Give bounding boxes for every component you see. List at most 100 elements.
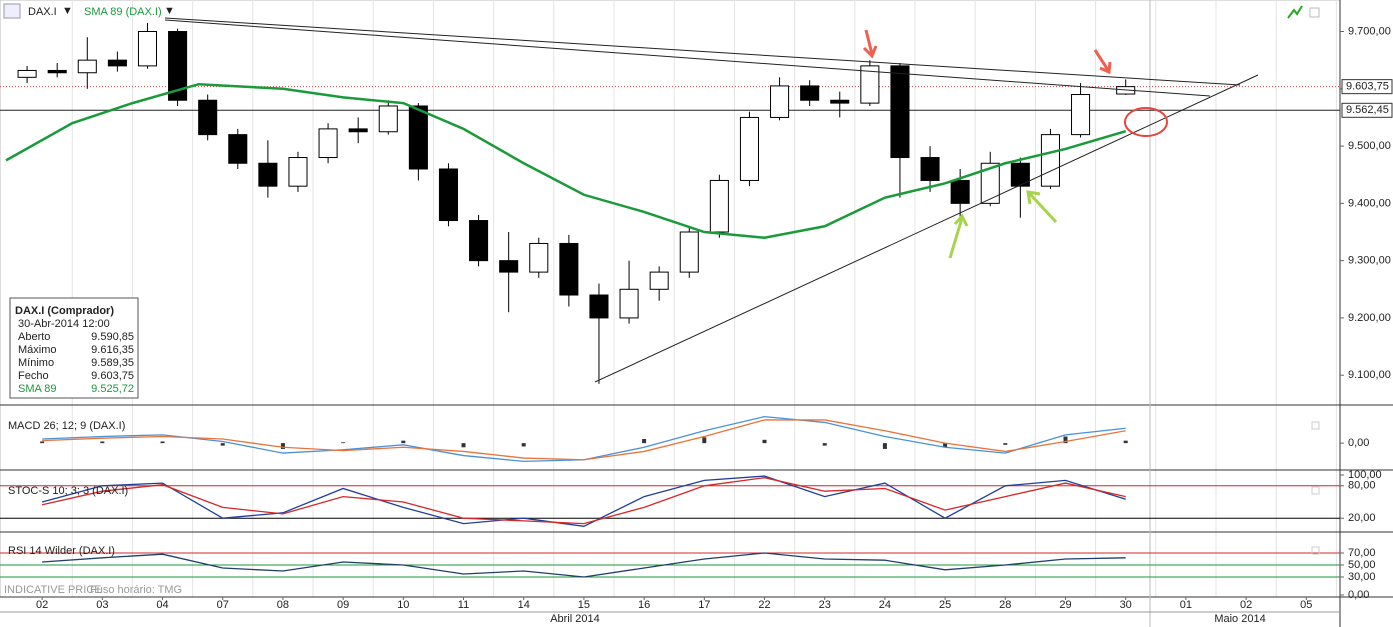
histogram-bar xyxy=(341,442,346,444)
y-tick-label: 0,00 xyxy=(1348,437,1369,449)
y-tick-label: 30,00 xyxy=(1348,571,1376,583)
candle-body xyxy=(47,69,67,74)
histogram-bar xyxy=(702,437,707,444)
window-button[interactable] xyxy=(1311,421,1320,430)
x-tick-label: 08 xyxy=(277,599,289,611)
y-tick-label: 70,00 xyxy=(1348,547,1376,559)
x-tick-label: 04 xyxy=(156,599,168,611)
histogram-bar xyxy=(100,441,105,444)
candle-body xyxy=(258,162,278,187)
dropdown-caret: ▼ xyxy=(164,5,175,17)
histogram-bar xyxy=(521,443,526,447)
x-tick-label: 16 xyxy=(638,599,650,611)
candle-body xyxy=(228,134,248,164)
candle-body xyxy=(619,288,639,319)
candle-body xyxy=(17,69,37,78)
y-tick-label: 0,00 xyxy=(1348,589,1369,601)
histogram-bar xyxy=(461,443,466,448)
y-tick-label: 9.700,00 xyxy=(1348,25,1391,37)
x-tick-label: 24 xyxy=(879,599,891,611)
circle-mark xyxy=(1124,107,1168,137)
y-tick-label: 100,00 xyxy=(1348,469,1382,481)
indicator-line xyxy=(42,552,1126,578)
x-tick-label: 15 xyxy=(578,599,590,611)
y-tick-label: 80,00 xyxy=(1348,480,1376,492)
indicator-line xyxy=(42,419,1126,461)
trend-line xyxy=(164,17,1241,86)
y-tick-label: 9.400,00 xyxy=(1348,197,1391,209)
x-tick-label: 01 xyxy=(1180,599,1192,611)
window-button[interactable] xyxy=(1309,7,1320,18)
candle-body xyxy=(1010,162,1030,187)
candle-body xyxy=(770,85,790,118)
x-tick-label: 02 xyxy=(1240,599,1252,611)
price-label-box xyxy=(1341,102,1393,118)
histogram-bar xyxy=(762,439,767,444)
indicator-line xyxy=(41,477,1126,525)
info-value: 9.589,35 xyxy=(91,357,134,369)
candle-body xyxy=(198,99,218,136)
candle-body xyxy=(288,157,308,187)
arrow xyxy=(1093,49,1112,75)
histogram-bar xyxy=(943,443,948,448)
x-tick-label: 23 xyxy=(819,599,831,611)
arrow xyxy=(948,213,969,259)
histogram-bar xyxy=(882,443,887,449)
x-tick-label: 22 xyxy=(758,599,770,611)
icon xyxy=(3,3,21,19)
x-tick-label: 09 xyxy=(337,599,349,611)
candle-body xyxy=(589,294,609,319)
price-label-box xyxy=(1341,79,1393,95)
candle-body xyxy=(920,157,940,181)
sma-title: SMA 89 (DAX.I) xyxy=(84,6,162,18)
y-tick-label: 9.100,00 xyxy=(1348,369,1391,381)
candle-body xyxy=(378,105,398,133)
y-tick-label: 20,00 xyxy=(1348,512,1376,524)
histogram-bar xyxy=(1123,440,1128,444)
candle-body xyxy=(830,99,850,104)
main-title: DAX.I xyxy=(28,6,57,18)
candle-body xyxy=(469,220,489,262)
trend-line xyxy=(164,19,1211,97)
dropdown-caret: ▼ xyxy=(62,5,73,17)
info-frame xyxy=(9,297,139,399)
annotations xyxy=(862,29,1168,259)
x-tick-label: 07 xyxy=(217,599,229,611)
x-tick-label: 17 xyxy=(698,599,710,611)
x-tick-label: 25 xyxy=(939,599,951,611)
info-value: 9.616,35 xyxy=(91,344,134,356)
x-tick-label: 11 xyxy=(458,599,469,611)
panel-title: STOC-S 10; 3; 3 (DAX.I) xyxy=(8,485,128,497)
candle-body xyxy=(739,116,759,181)
candle-body xyxy=(1071,94,1091,136)
candle-body xyxy=(950,179,970,204)
candle-body xyxy=(980,162,1000,204)
arrow xyxy=(1026,190,1058,224)
footer-text: INDICATIVE PRICE xyxy=(4,584,102,596)
toolbar-icon[interactable] xyxy=(1287,5,1303,19)
info-value: 9.603,75 xyxy=(91,370,134,382)
candle-body xyxy=(649,271,669,290)
y-tick-label: 50,00 xyxy=(1348,559,1376,571)
window-button[interactable] xyxy=(1311,546,1320,555)
info-value: 9.590,85 xyxy=(91,331,134,343)
candle-body xyxy=(860,65,880,104)
info-label: SMA 89 xyxy=(18,383,57,395)
footer-text: Fuso horário: TMG xyxy=(90,584,182,596)
histogram-bar xyxy=(40,441,45,444)
month-label: Maio 2014 xyxy=(1214,613,1265,625)
sma-line xyxy=(5,82,1127,239)
candle-body xyxy=(408,105,428,170)
info-date: 30-Abr-2014 12:00 xyxy=(18,318,110,330)
info-box: DAX.I (Comprador) 30-Abr-2014 12:00 Aber… xyxy=(9,297,139,399)
x-tick-label: 05 xyxy=(1300,599,1312,611)
candle-body xyxy=(137,31,158,67)
candle-body xyxy=(559,242,579,296)
y-tick-label: 9.300,00 xyxy=(1348,255,1391,267)
window-button[interactable] xyxy=(1311,486,1320,495)
month-label: Abril 2014 xyxy=(550,613,600,625)
candle-body xyxy=(1040,134,1060,187)
candle-body xyxy=(438,168,459,222)
